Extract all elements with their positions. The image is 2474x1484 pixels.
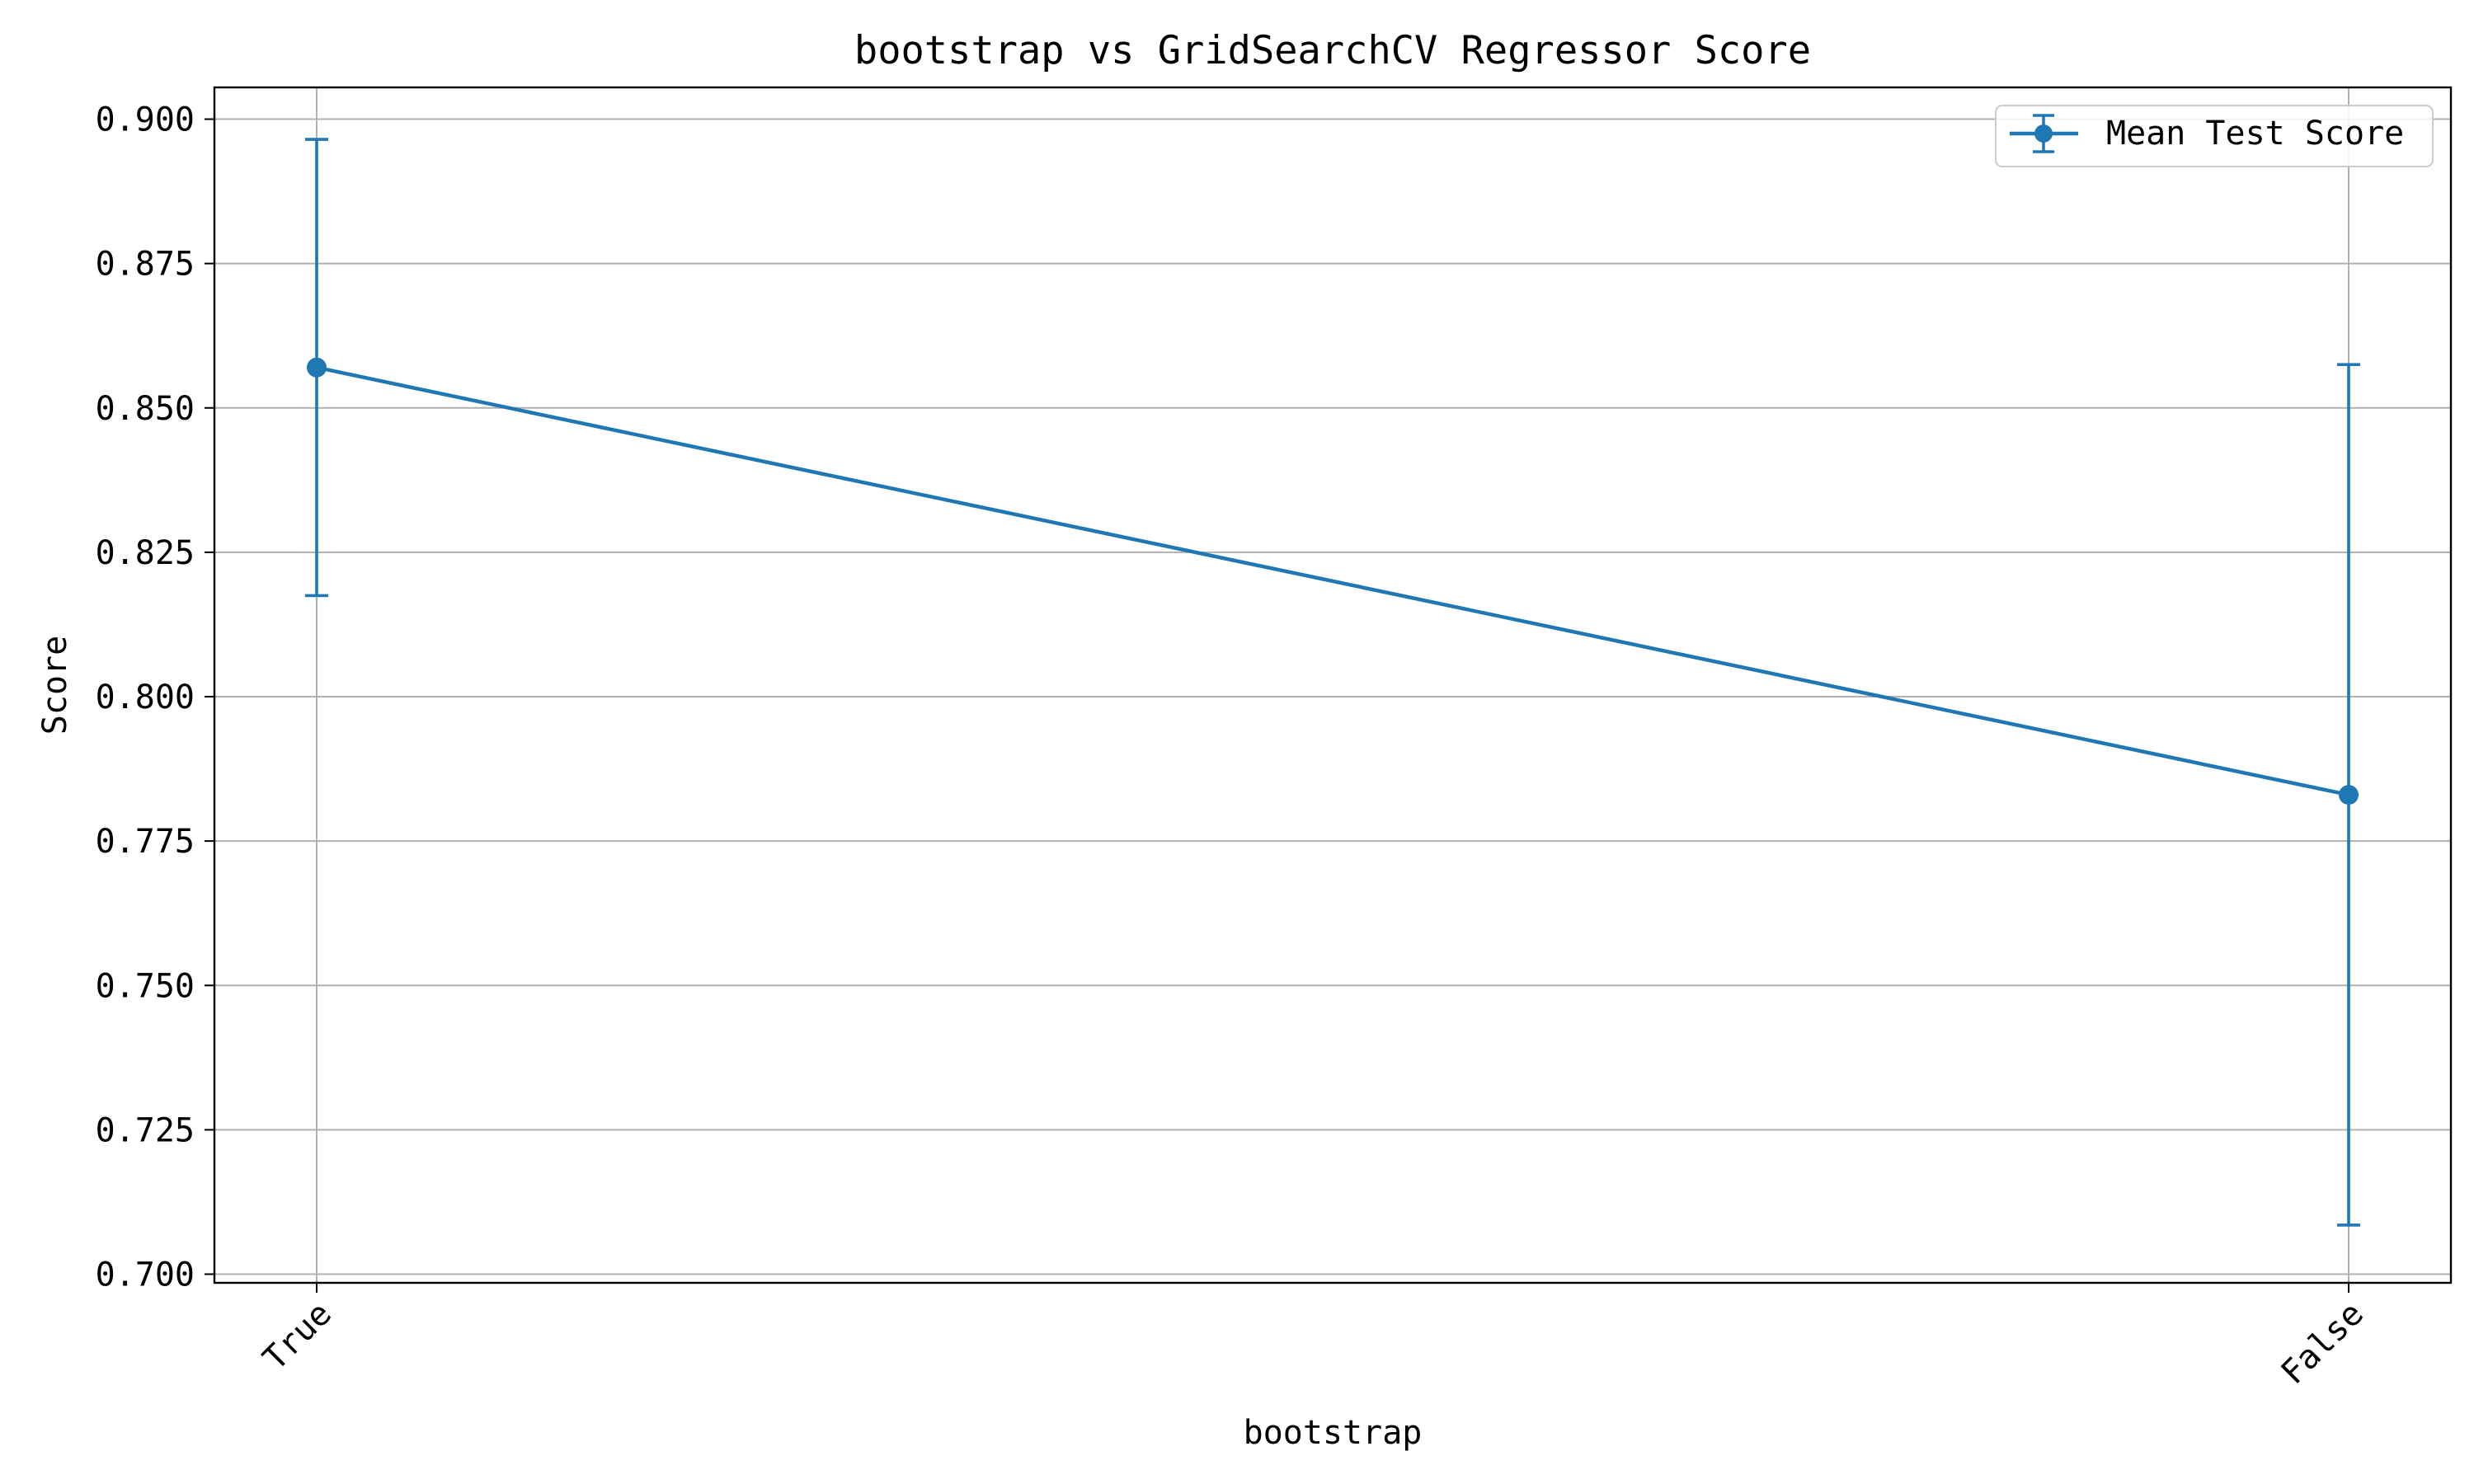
y-tick-label: 0.875: [96, 246, 195, 284]
y-axis-label: Score: [36, 636, 74, 735]
y-tick-label: 0.725: [96, 1111, 195, 1149]
data-point: [2339, 785, 2359, 805]
y-tick-label: 0.750: [96, 967, 195, 1005]
plot-frame: [213, 86, 2453, 1284]
chart-title: bootstrap vs GridSearchCV Regressor Scor…: [854, 28, 1811, 73]
legend-box: [1995, 105, 2434, 167]
y-tick-label: 0.850: [96, 390, 195, 428]
data-point: [307, 357, 327, 378]
y-tick-label: 0.900: [96, 101, 195, 139]
y-tick-label: 0.825: [96, 534, 195, 572]
legend-label: Mean Test Score: [2106, 115, 2404, 153]
data-marks: [305, 138, 2360, 1227]
legend-symbol: [2010, 114, 2078, 153]
series-line: [316, 365, 2349, 797]
y-tick-label: 0.800: [96, 679, 195, 716]
x-axis-label: bootstrap: [1244, 1414, 1423, 1452]
legend-marker: [2034, 124, 2053, 143]
y-tick-label: 0.775: [96, 823, 195, 861]
y-tick-label: 0.700: [96, 1256, 195, 1294]
legend: Mean Test Score: [1995, 105, 2434, 167]
